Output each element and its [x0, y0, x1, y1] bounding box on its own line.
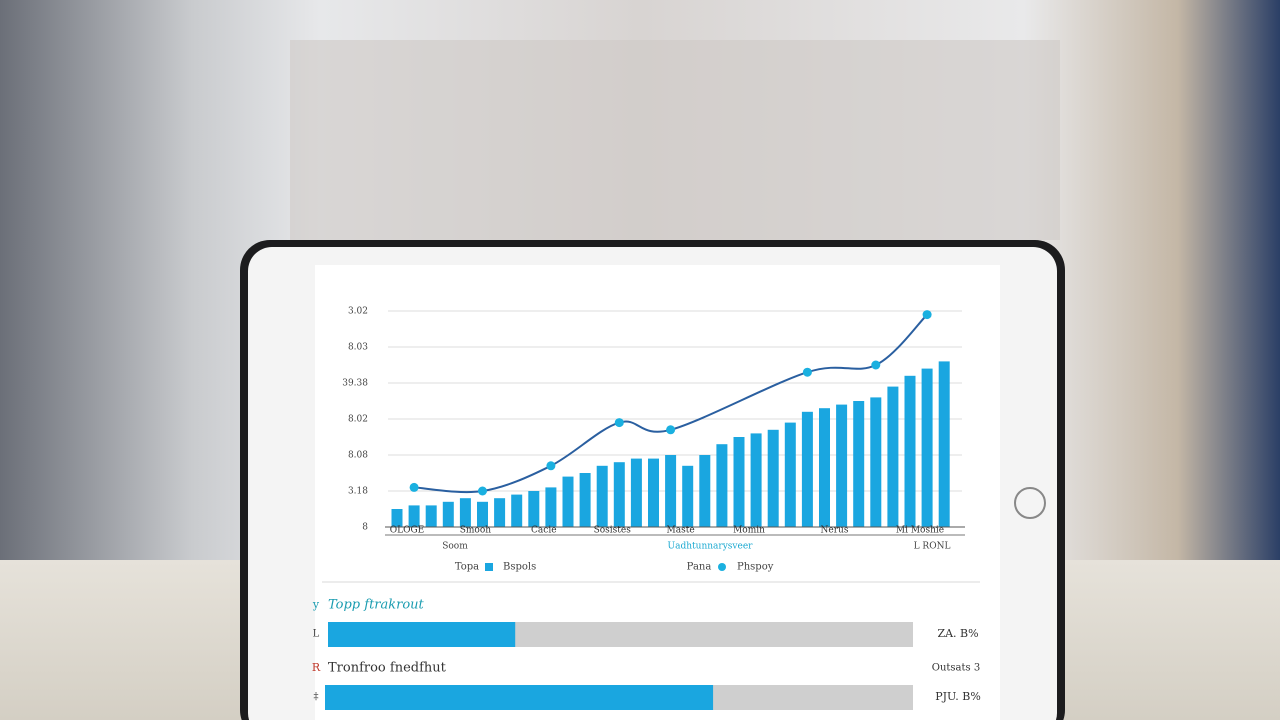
- bar: [648, 458, 659, 527]
- progress-label: PJU. B%: [935, 690, 981, 703]
- line-point: [802, 367, 812, 377]
- y-tick-label: 3.18: [348, 487, 368, 497]
- bar: [477, 501, 488, 527]
- legend-label: Bspols: [503, 562, 536, 573]
- bar: [699, 455, 711, 527]
- progress-side: L: [313, 629, 320, 640]
- legend-label: Phspoy: [737, 562, 774, 573]
- bar: [545, 487, 557, 527]
- y-tick-label: 8: [362, 523, 368, 533]
- bar: [716, 444, 728, 527]
- progress-marker: R: [312, 661, 321, 674]
- x-tick-label: OLOGE: [390, 526, 425, 536]
- progress-side: ‡: [314, 692, 319, 703]
- bar: [665, 455, 677, 527]
- progress-note: Outsats 3: [932, 663, 980, 674]
- progress-fill: [325, 685, 714, 710]
- bar: [579, 473, 591, 527]
- line-point: [666, 425, 676, 435]
- line-point: [409, 482, 419, 492]
- bar: [391, 509, 403, 527]
- bar: [853, 401, 865, 527]
- bar: [596, 465, 608, 527]
- bar: [870, 397, 882, 527]
- bar: [904, 375, 916, 527]
- bar: [408, 505, 420, 527]
- bar: [613, 462, 625, 527]
- annotation: L RONL: [914, 542, 951, 552]
- progress-title: Topp ftrakrout: [328, 598, 425, 613]
- bar: [921, 368, 933, 527]
- chart: 8 3.18 8.08 8.02 39.38 8.03 3.02 OLOGE Smooh Caci…: [312, 307, 981, 710]
- x-tick-label: Maste: [667, 526, 695, 536]
- y-tick-label: 39.38: [342, 379, 368, 389]
- x-tick-label: Cacie: [531, 526, 557, 536]
- legend-swatch: [485, 563, 493, 571]
- clothes-rack: [290, 40, 1060, 240]
- bar: [562, 476, 574, 527]
- bar: [459, 498, 471, 527]
- line: [414, 313, 928, 494]
- home-button: [1014, 487, 1046, 519]
- bar: [682, 465, 694, 527]
- y-tick-label: 8.03: [348, 343, 368, 353]
- bar: [784, 422, 796, 527]
- progress-label: ZA. B%: [937, 627, 978, 640]
- line-point: [871, 360, 881, 370]
- legend-prefix: Pana: [687, 562, 712, 573]
- y-tick-label: 8.02: [348, 415, 368, 425]
- line-point: [478, 486, 487, 496]
- bar: [887, 386, 899, 527]
- annotation: Soom: [442, 542, 468, 552]
- x-tick-label: Mi Moshie: [896, 526, 944, 536]
- bar: [750, 433, 762, 527]
- line-point: [546, 461, 556, 471]
- bar: [733, 437, 745, 527]
- bar: [819, 408, 830, 527]
- y-tick-label: 8.08: [348, 451, 368, 461]
- bar: [425, 505, 437, 527]
- bar: [630, 458, 642, 527]
- progress-fill: [328, 622, 516, 647]
- bar: [528, 491, 540, 527]
- line-point: [614, 418, 624, 428]
- bar: [511, 494, 523, 527]
- x-tick-label: Nerus: [821, 526, 849, 536]
- annotation: Uadhtunnarysveer: [668, 542, 754, 552]
- progress-title: Tronfroo fnedfhut: [328, 661, 447, 676]
- legend-swatch: [718, 563, 726, 571]
- legend-prefix: Topa: [455, 562, 479, 573]
- x-tick-label: Sosistes: [594, 526, 632, 536]
- progress-marker: y: [312, 598, 320, 611]
- bar: [801, 411, 813, 527]
- bar: [442, 501, 454, 527]
- y-tick-label: 3.02: [348, 307, 368, 317]
- bar: [938, 361, 950, 527]
- line-point: [922, 310, 932, 320]
- bar: [767, 429, 779, 527]
- bar: [836, 404, 848, 527]
- x-tick-label: Momin: [733, 526, 765, 536]
- bar: [494, 498, 506, 527]
- x-tick-label: Smooh: [460, 526, 492, 536]
